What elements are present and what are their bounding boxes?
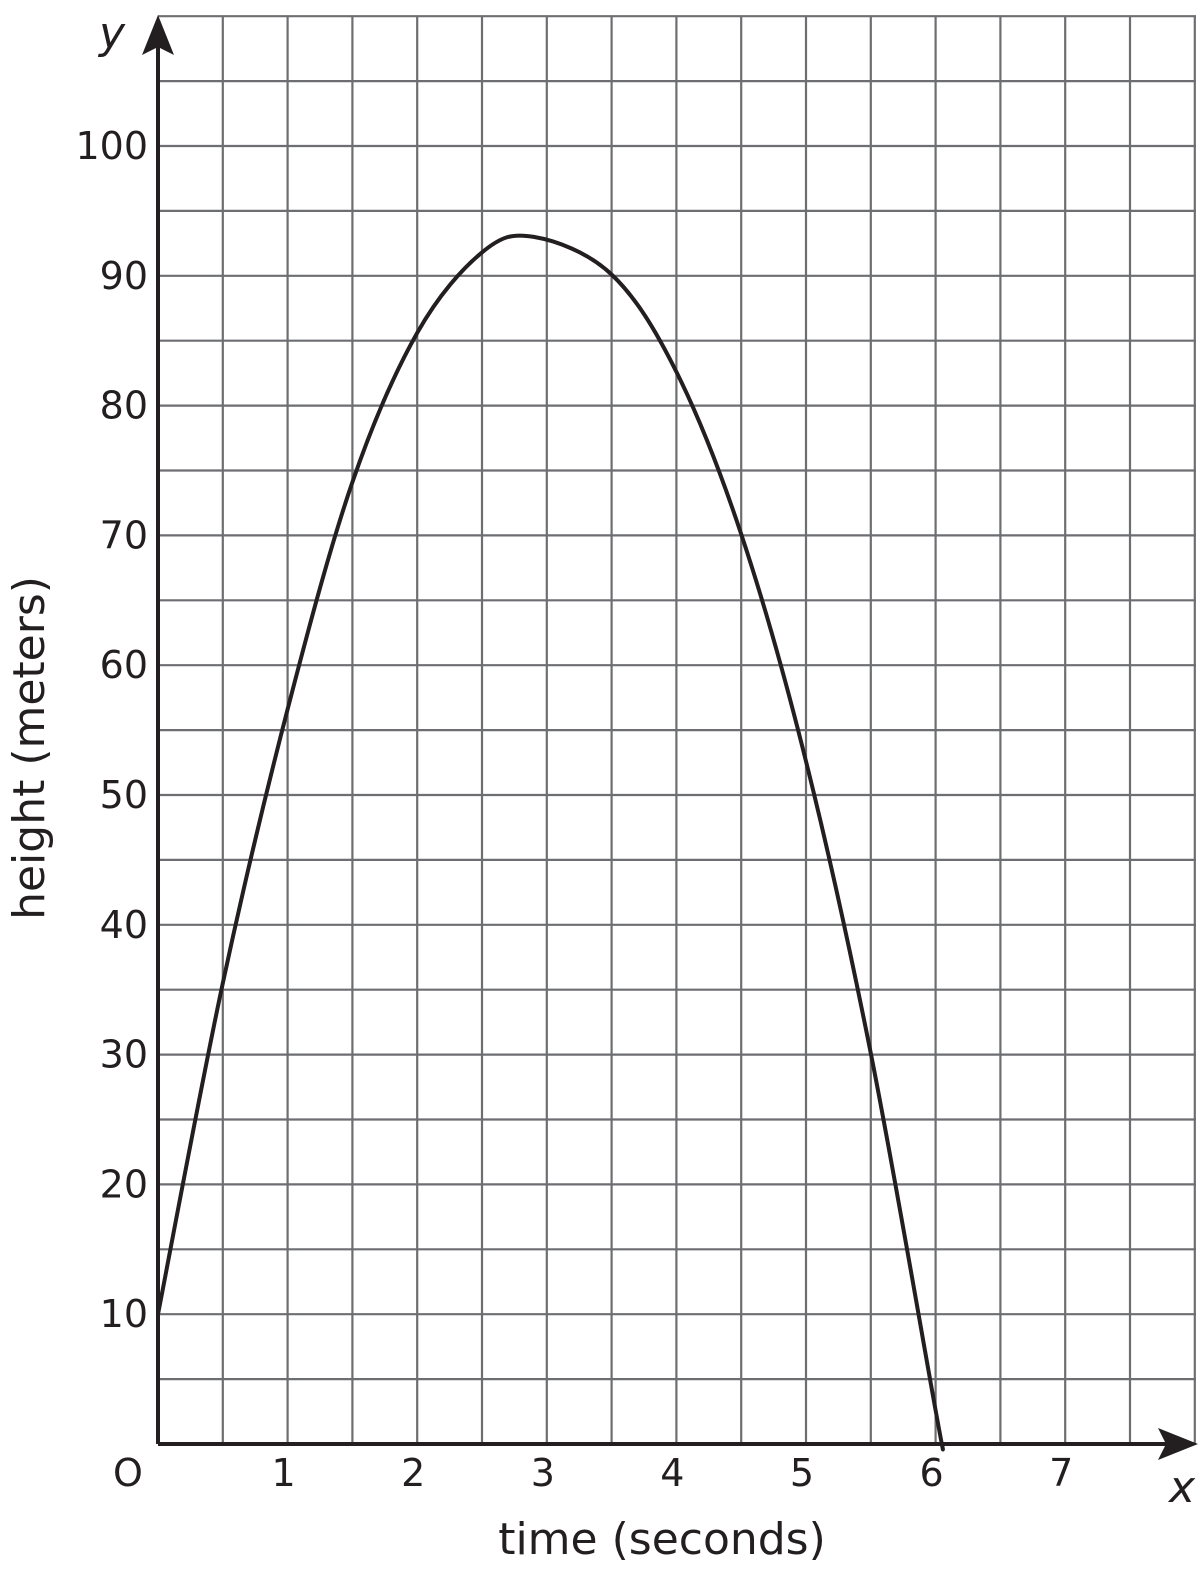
- y-axis-arrow: [142, 15, 174, 55]
- x-tick-label: 5: [790, 1451, 814, 1495]
- y-axis-variable: y: [97, 8, 126, 59]
- y-tick-label: 100: [75, 124, 148, 168]
- origin-label: O: [113, 1451, 143, 1495]
- y-tick-label: 10: [100, 1292, 148, 1336]
- y-tick-label: 80: [100, 384, 148, 428]
- x-tick-label: 3: [531, 1451, 555, 1495]
- y-axis-title: height (meters): [4, 576, 55, 920]
- y-tick-label: 90: [100, 254, 148, 298]
- series-curve: [156, 233, 945, 1452]
- y-tick-label: 70: [100, 513, 148, 557]
- x-tick-label: 1: [272, 1451, 296, 1495]
- x-axis-title: time (seconds): [498, 1514, 826, 1565]
- x-axis-arrow: [1158, 1428, 1198, 1460]
- y-tick-label: 50: [100, 773, 148, 817]
- axes: [142, 15, 1198, 1460]
- tick-labels: 1 2 3 4 5 6 7 10 20 30 40 50 60 70 80 90 100: [75, 124, 1073, 1495]
- x-tick-label: 2: [401, 1451, 425, 1495]
- x-tick-label: 7: [1049, 1451, 1073, 1495]
- x-tick-label: 6: [920, 1451, 944, 1495]
- y-tick-label: 40: [100, 903, 148, 947]
- y-tick-label: 30: [100, 1033, 148, 1077]
- y-tick-label: 20: [100, 1162, 148, 1206]
- grid: [158, 15, 1196, 1444]
- y-tick-label: 60: [100, 643, 148, 687]
- x-tick-label: 4: [660, 1451, 684, 1495]
- x-axis-variable: x: [1167, 1462, 1196, 1513]
